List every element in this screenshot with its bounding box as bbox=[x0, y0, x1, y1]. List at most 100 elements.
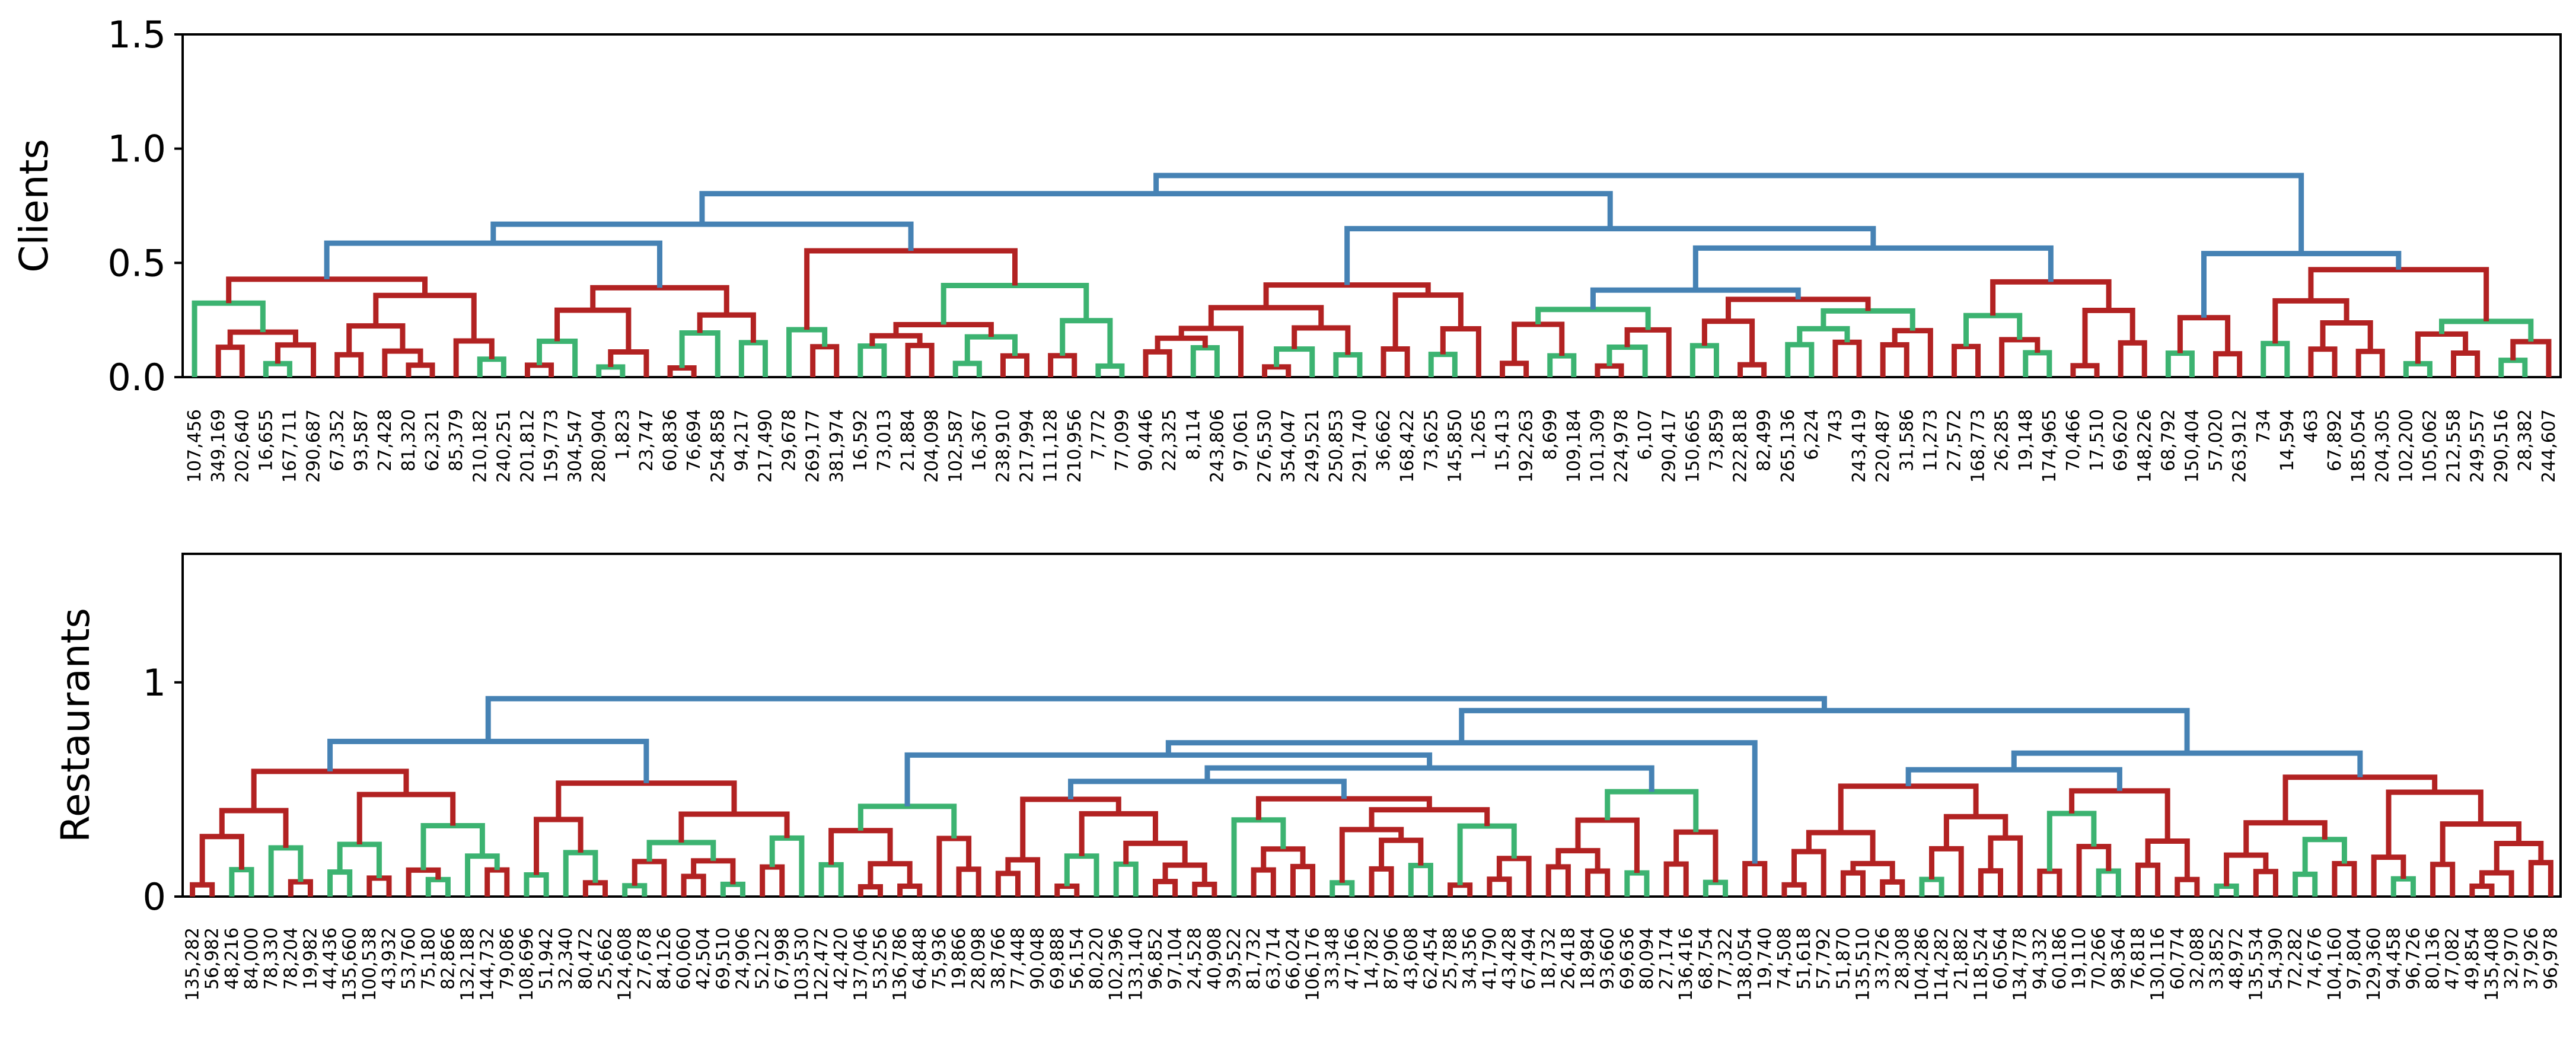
dendrogram-link bbox=[1113, 861, 1139, 897]
dendrogram-link bbox=[1274, 346, 1315, 377]
leaf-label: 25,788 bbox=[1440, 927, 1461, 990]
dendrogram-link bbox=[1512, 321, 1565, 363]
leaf-label: 51,870 bbox=[1833, 927, 1854, 990]
leaf-label: 41,790 bbox=[1480, 927, 1500, 990]
leaf-label: 31,586 bbox=[1896, 409, 1917, 471]
dendrogram-link bbox=[596, 364, 626, 377]
dendrogram-link bbox=[1781, 882, 1807, 897]
dendrogram-link bbox=[1064, 853, 1099, 897]
leaf-label: 124,608 bbox=[615, 927, 636, 1001]
leaf-label: 40,908 bbox=[1204, 927, 1225, 990]
y-axis-title: Restaurants bbox=[53, 608, 98, 843]
leaf-label: 6,224 bbox=[1802, 409, 1822, 460]
dendrogram-link bbox=[2243, 820, 2328, 856]
leaf-label: 243,419 bbox=[1849, 409, 1870, 483]
leaf-label: 57,020 bbox=[2206, 409, 2227, 471]
dendrogram-link bbox=[1428, 352, 1458, 377]
leaf-label: 1,265 bbox=[1468, 409, 1489, 460]
leaf-label: 102,200 bbox=[2396, 409, 2416, 483]
leaf-label: 238,910 bbox=[993, 409, 1013, 483]
leaf-label: 249,521 bbox=[1302, 409, 1323, 483]
dendrogram-link bbox=[2201, 251, 2402, 318]
leaf-label: 38,766 bbox=[988, 927, 1009, 990]
leaf-label: 69,888 bbox=[1047, 927, 1068, 990]
leaf-label: 66,024 bbox=[1283, 927, 1303, 990]
leaf-label: 69,510 bbox=[713, 927, 734, 990]
leaf-label: 8,699 bbox=[1540, 409, 1561, 460]
leaf-label: 94,458 bbox=[2383, 927, 2404, 990]
dendrogram-link bbox=[804, 248, 1018, 330]
leaf-label: 134,778 bbox=[2010, 927, 2031, 1001]
dendrogram-link bbox=[1624, 327, 1672, 377]
dendrogram-link bbox=[1999, 337, 2041, 377]
leaf-label: 56,982 bbox=[202, 927, 223, 990]
leaf-label: 44,436 bbox=[320, 927, 341, 990]
leaf-label: 73,013 bbox=[874, 409, 895, 471]
dendrogram-link bbox=[1255, 796, 1432, 820]
dendrogram-link bbox=[251, 768, 409, 811]
leaf-label: 133,140 bbox=[1126, 927, 1146, 1001]
dendrogram-link bbox=[1791, 849, 1826, 897]
leaf-label: 67,352 bbox=[327, 409, 348, 471]
leaf-label: 75,180 bbox=[418, 927, 439, 990]
dendrogram-link bbox=[1005, 857, 1041, 897]
leaf-label: 101,309 bbox=[1587, 409, 1608, 483]
dendrogram-link bbox=[905, 343, 935, 377]
leaf-label: 93,660 bbox=[1598, 927, 1618, 990]
dendrogram-link bbox=[857, 803, 957, 839]
dendrogram-link bbox=[229, 867, 254, 897]
dendrogram-link bbox=[667, 365, 697, 377]
leaf-label: 104,286 bbox=[1912, 927, 1933, 1001]
dendrogram-link bbox=[1785, 342, 1815, 377]
leaf-label: 60,186 bbox=[2049, 927, 2070, 990]
dendrogram-link bbox=[1392, 292, 1464, 349]
dendrogram-link bbox=[2135, 862, 2161, 897]
leaf-label: 62,454 bbox=[1420, 927, 1441, 990]
dendrogram-link bbox=[554, 307, 632, 352]
dendrogram-link bbox=[1605, 789, 1699, 833]
leaf-label: 48,972 bbox=[2226, 927, 2247, 990]
leaf-label: 132,188 bbox=[458, 927, 479, 1001]
leaf-label: 93,587 bbox=[351, 409, 372, 471]
leaf-label: 97,061 bbox=[1230, 409, 1251, 471]
dendrogram-link bbox=[1585, 868, 1611, 897]
leaf-label: 254,858 bbox=[707, 409, 728, 483]
leaf-label: 80,472 bbox=[575, 927, 596, 990]
dendrogram-link bbox=[1905, 767, 2122, 791]
dendrogram-link bbox=[524, 362, 554, 377]
leaf-label: 27,174 bbox=[1656, 927, 1677, 990]
dendrogram-link bbox=[1060, 318, 1113, 366]
dendrogram-link bbox=[490, 221, 914, 251]
dendrogram-link bbox=[1192, 881, 1217, 897]
leaf-label: 63,714 bbox=[1263, 927, 1284, 990]
dendrogram-link bbox=[2308, 346, 2338, 377]
dendrogram-link bbox=[720, 881, 745, 897]
dendrogram-link bbox=[1162, 862, 1207, 885]
leaf-label: 43,932 bbox=[379, 927, 400, 990]
dendrogram-link bbox=[1850, 860, 1895, 882]
dendrogram-link bbox=[1000, 353, 1030, 377]
leaf-label: 118,524 bbox=[1971, 927, 1991, 1001]
dendrogram-link bbox=[1892, 328, 1933, 377]
dendrogram-link bbox=[1919, 876, 1944, 897]
dendrogram-link bbox=[484, 867, 510, 897]
leaf-label: 204,098 bbox=[922, 409, 942, 483]
leaf-label: 56,154 bbox=[1067, 927, 1088, 990]
dendrogram-link bbox=[1988, 835, 2023, 897]
leaf-label: 104,160 bbox=[2325, 927, 2345, 1001]
leaf-label: 79,086 bbox=[497, 927, 518, 990]
leaf-label: 33,852 bbox=[2207, 927, 2227, 990]
leaf-label: 15,413 bbox=[1493, 409, 1513, 471]
dendrogram-link bbox=[1575, 817, 1640, 873]
dendrogram-link bbox=[2451, 350, 2481, 377]
leaf-label: 68,792 bbox=[2158, 409, 2179, 471]
dendrogram-link bbox=[199, 834, 244, 885]
leaf-label: 51,618 bbox=[1794, 927, 1815, 990]
leaf-label: 96,978 bbox=[2540, 927, 2561, 990]
leaf-label: 185,054 bbox=[2348, 409, 2369, 483]
leaf-label: 354,047 bbox=[1279, 409, 1299, 483]
leaf-label: 201,812 bbox=[517, 409, 538, 483]
dendrogram-link bbox=[1344, 226, 1876, 285]
leaf-label: 210,956 bbox=[1064, 409, 1085, 483]
